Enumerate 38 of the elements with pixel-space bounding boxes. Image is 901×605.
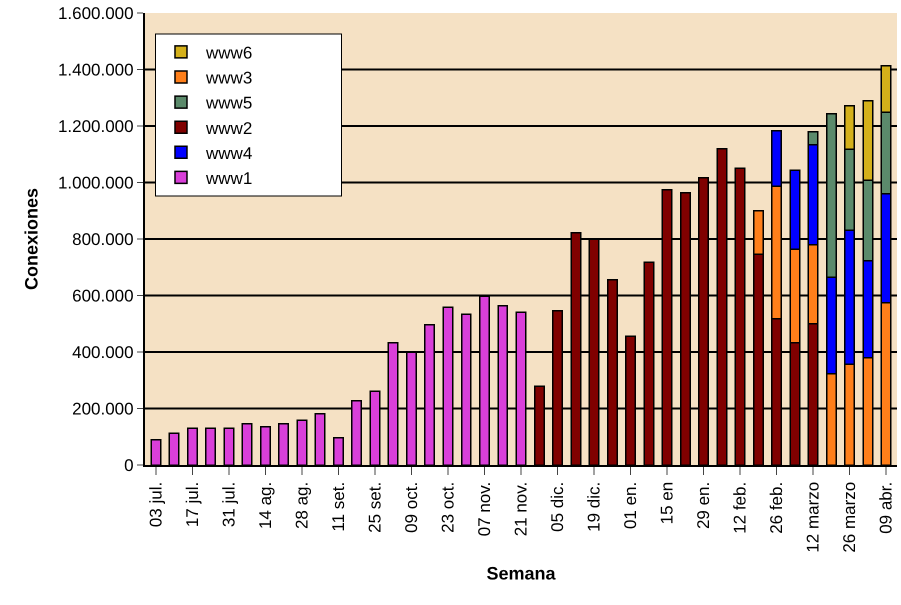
x-tick-label: 26 feb. <box>767 482 786 534</box>
x-tick-label: 31 jul. <box>219 482 238 528</box>
x-tick-label: 09 oct. <box>402 482 422 533</box>
y-tick-label: 600.000 <box>72 286 134 306</box>
y-tick-label: 800.000 <box>72 230 134 249</box>
x-tick-label: 17 jul. <box>182 482 202 528</box>
x-tick-label: 29 en. <box>694 482 714 530</box>
x-tick-label: 21 nov. <box>512 482 531 536</box>
legend-label: www1 <box>204 169 252 188</box>
y-tick-label: 1.600.000 <box>58 4 134 23</box>
x-tick-label: 15 en <box>658 482 677 524</box>
x-tick-label: 23 oct. <box>438 482 458 533</box>
x-tick-label: 05 dic. <box>548 482 568 532</box>
x-tick-label: 12 marzo <box>804 482 823 553</box>
legend-label: www5 <box>204 94 252 113</box>
x-tick-label: 09 abr. <box>876 482 896 534</box>
x-tick-label: 12 feb. <box>730 482 750 534</box>
legend-label: www4 <box>204 144 252 163</box>
legend-label: www2 <box>204 118 252 138</box>
legend-label: www3 <box>204 68 252 88</box>
x-axis-title: Semana <box>486 563 557 584</box>
x-tick-label: 14 ag. <box>256 482 275 530</box>
y-axis-title: Conexiones <box>22 188 42 290</box>
x-tick-label: 28 ag. <box>292 482 312 530</box>
x-tick-label: 11 set. <box>329 482 348 532</box>
x-tick-label: 19 dic. <box>584 482 604 532</box>
y-tick-label: 1.000.000 <box>58 173 134 192</box>
x-tick-label: 25 set. <box>366 482 385 533</box>
y-tick-label: 1.200.000 <box>58 116 134 136</box>
y-tick-label: 200.000 <box>72 399 134 418</box>
x-tick-label: 26 marzo <box>840 482 860 553</box>
y-tick-label: 1.400.000 <box>58 60 134 80</box>
x-tick-label: 03 jul. <box>146 482 166 528</box>
y-tick-label: 0 <box>124 456 134 475</box>
legend-label: www6 <box>204 44 252 63</box>
y-tick-label: 400.000 <box>72 342 134 362</box>
x-tick-label: 01 en. <box>621 482 640 530</box>
x-tick-label: 07 nov. <box>475 482 494 536</box>
